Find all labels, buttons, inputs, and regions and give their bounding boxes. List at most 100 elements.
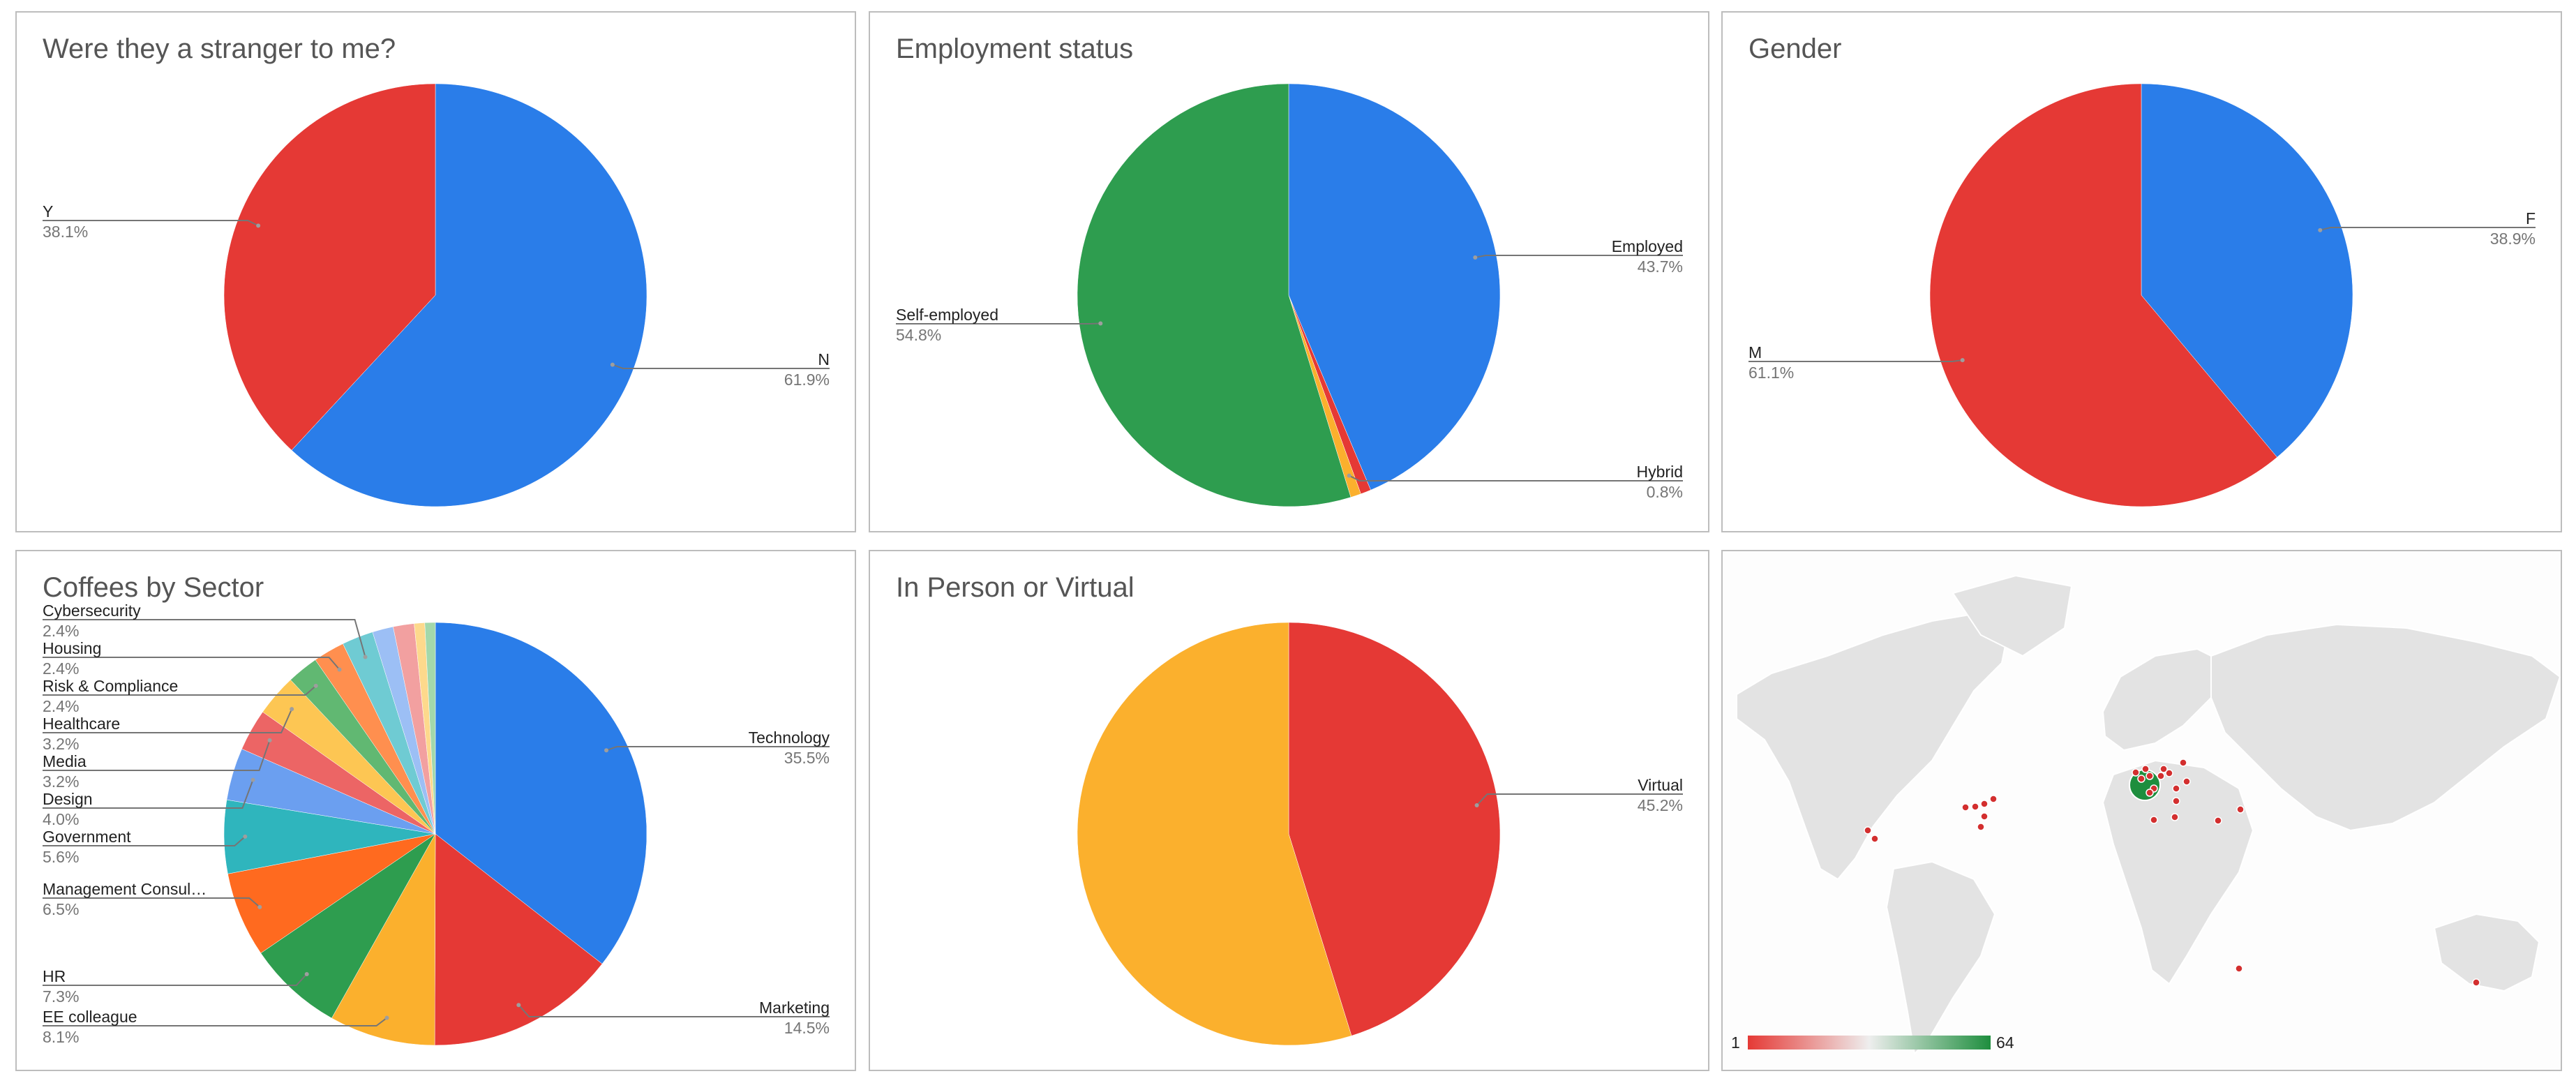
slice-label: Risk & Compliance (43, 677, 178, 695)
leader-line (1748, 359, 1963, 362)
slice-percent: 2.4% (43, 659, 79, 678)
chart-employment: Employment status Employed 43.7% Hybrid 0.8… (869, 11, 1709, 532)
leader-dot (256, 223, 261, 228)
slice-percent: 61.9% (784, 371, 830, 389)
leader-dot (290, 707, 294, 712)
slice-label: Healthcare (43, 715, 120, 733)
map-marker (1989, 795, 1998, 803)
leader-dot (516, 1003, 521, 1008)
slice-percent: 38.9% (2490, 230, 2536, 248)
slice-percent: 35.5% (784, 749, 830, 767)
leader-dot (1960, 358, 1965, 363)
chart-in-person-virtual: In Person or Virtual Virtual 45.2% (869, 550, 1709, 1071)
leader-dot (337, 667, 342, 672)
leader-dot (250, 777, 255, 782)
slice-percent: 38.1% (43, 223, 88, 241)
map-marker (1980, 812, 1989, 821)
leader-dot (1098, 321, 1103, 326)
map-marker (1871, 835, 1879, 843)
pie-slice (2141, 83, 2353, 458)
slice-label: Hybrid (1637, 463, 1683, 481)
continents (1736, 574, 2561, 1056)
map-marker (1980, 800, 1989, 808)
pie-slice (1288, 83, 1501, 491)
leader-dot (243, 834, 248, 839)
pie-slice (227, 833, 436, 954)
pie-slice (435, 622, 647, 964)
asia (2210, 623, 2561, 832)
leader-dot (1347, 473, 1351, 478)
leader-dot (267, 738, 272, 742)
city-markers (1864, 759, 2480, 987)
slice-label: Cybersecurity (43, 602, 141, 620)
leader-line (43, 973, 308, 986)
slice-percent: 14.5% (784, 1019, 830, 1037)
slice-label: HR (43, 967, 66, 985)
leader-dot (1474, 803, 1479, 808)
leader-dot (257, 904, 262, 909)
map-marker (2137, 775, 2146, 783)
pie-slice (1929, 83, 2277, 507)
leader-dot (363, 655, 368, 659)
leader-line (43, 685, 317, 696)
leader-line (43, 836, 246, 846)
slice-label: Technology (749, 729, 830, 747)
south-america (1885, 860, 1996, 1056)
slice-percent: 43.7% (1638, 257, 1683, 276)
pie-svg: Employed 43.7% Hybrid 0.8% Self-employed 54.8… (896, 83, 1683, 507)
map-marker (1864, 826, 1872, 835)
slice-label: Virtual (1638, 776, 1683, 794)
chart-sector: Coffees by Sector Technology 35.5% Marketi… (15, 550, 856, 1071)
leader-dot (604, 748, 609, 753)
slice-label: Marketing (759, 999, 830, 1017)
pie-slice (1077, 83, 1351, 507)
map-marker (2235, 964, 2243, 973)
slice-label: Management Consul… (43, 880, 207, 898)
north-america (1736, 613, 2010, 881)
leader-dot (610, 362, 615, 367)
pie-slice (434, 833, 603, 1046)
chart-title: Were they a stranger to me? (43, 33, 396, 64)
slice-label: M (1748, 343, 1762, 361)
chart-title: Employment status (896, 33, 1134, 64)
leader-line (43, 779, 254, 809)
leader-dot (313, 683, 318, 688)
slice-label: Design (43, 790, 93, 808)
leader-line (43, 897, 260, 908)
slice-percent: 3.2% (43, 772, 79, 791)
slice-percent: 54.8% (896, 326, 941, 344)
africa (2102, 759, 2254, 985)
pie-slice (424, 622, 436, 835)
legend-min: 1 (1731, 1033, 1740, 1052)
pie-svg: F 38.9% M 61.1% (1748, 83, 2536, 507)
slice-percent: 4.0% (43, 810, 79, 828)
slice-label: N (818, 350, 830, 368)
slice-percent: 8.1% (43, 1028, 79, 1046)
slice-label: Housing (43, 639, 101, 657)
map-marker (1961, 803, 1970, 812)
leader-line (1476, 793, 1683, 806)
chart-world-map: 1 64 (1721, 550, 2562, 1071)
leader-line (43, 657, 340, 671)
slice-percent: 45.2% (1638, 796, 1683, 814)
slice-percent: 7.3% (43, 987, 79, 1006)
leader-line (518, 1004, 830, 1017)
pie-slice (223, 83, 436, 451)
australia (2433, 913, 2540, 992)
pie-slice (1288, 622, 1501, 1036)
map-marker (2132, 768, 2140, 777)
map-marker (2171, 813, 2179, 821)
world-map-svg (1736, 574, 2561, 1056)
leader-line (2320, 227, 2536, 231)
slice-percent: 61.1% (1748, 364, 1794, 382)
map-marker (2179, 759, 2187, 767)
map-marker (2236, 805, 2245, 814)
map-marker (2472, 978, 2480, 987)
map-marker (1971, 802, 1979, 811)
map-marker (2165, 769, 2173, 777)
pie-slice (291, 83, 647, 507)
map-marker (2141, 765, 2150, 773)
leader-line (1349, 475, 1683, 481)
slice-label: Self-employed (896, 306, 998, 324)
slice-percent: 2.4% (43, 622, 79, 640)
